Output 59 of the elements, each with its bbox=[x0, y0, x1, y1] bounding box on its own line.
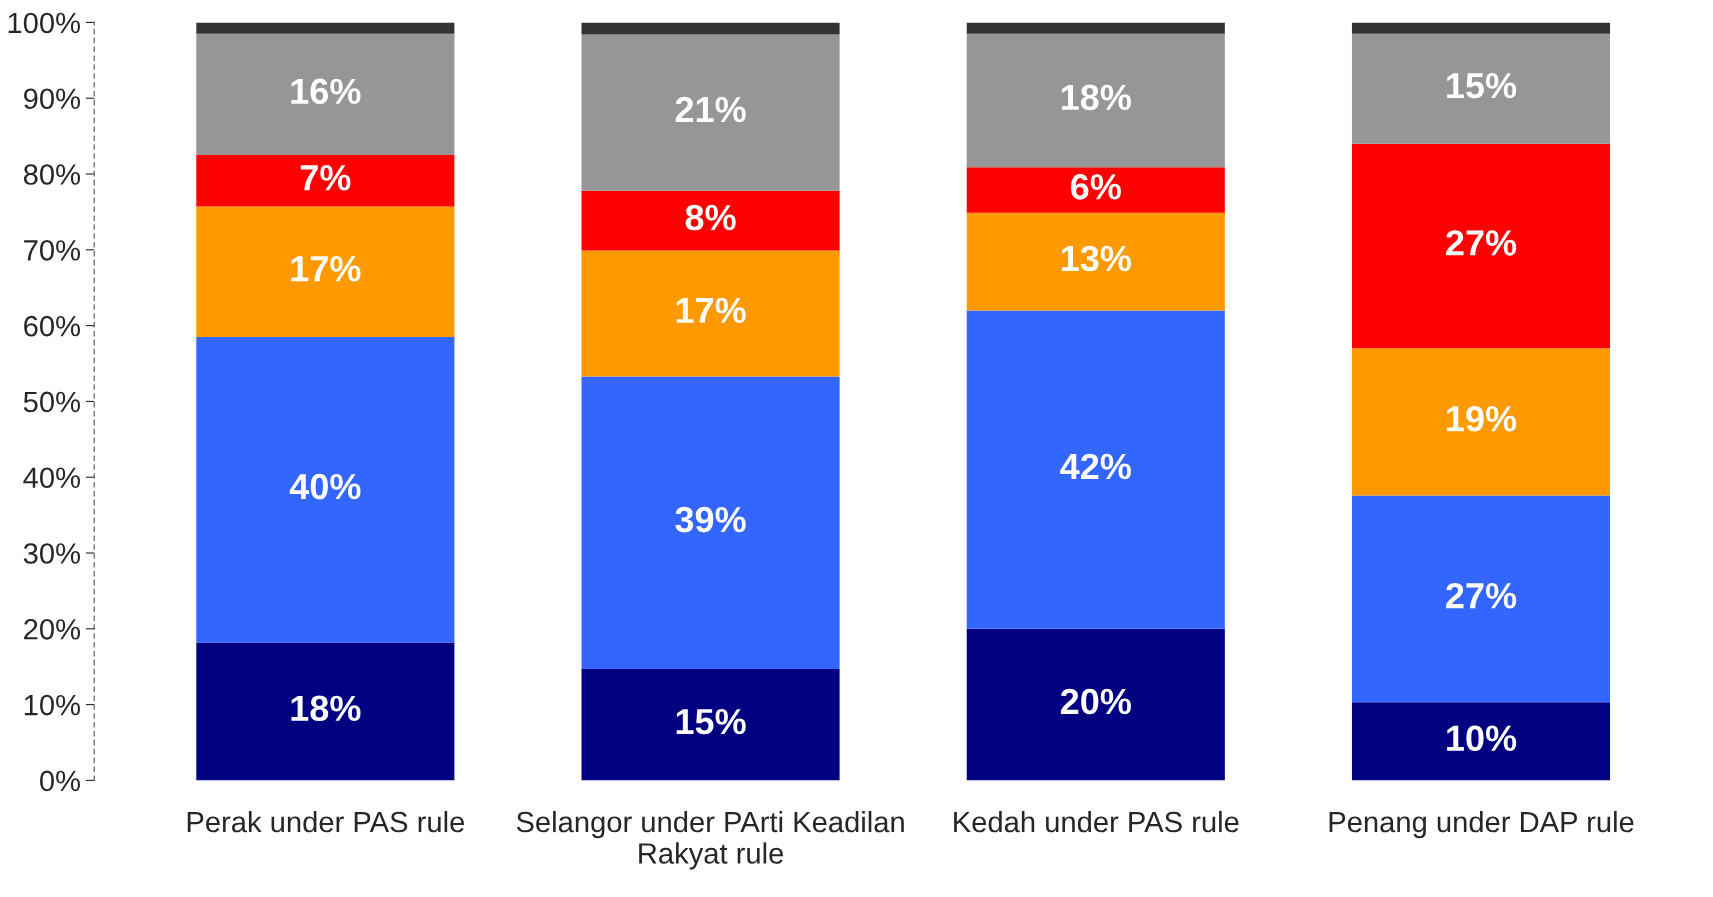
y-tick-label: 50% bbox=[23, 391, 80, 413]
data-label: 19% bbox=[1447, 405, 1517, 432]
data-label: 15% bbox=[1447, 72, 1517, 99]
y-tick-label: 60% bbox=[24, 315, 80, 337]
bar bbox=[581, 376, 840, 669]
data-label: 15% bbox=[676, 708, 746, 735]
bar bbox=[1351, 143, 1611, 349]
data-label: 27% bbox=[1446, 582, 1517, 609]
data-label: 13% bbox=[1061, 245, 1131, 272]
bar bbox=[966, 212, 1225, 311]
data-label: 10% bbox=[1447, 725, 1517, 752]
bar bbox=[581, 22, 840, 35]
bar bbox=[196, 155, 455, 207]
bar bbox=[966, 167, 1225, 213]
y-tick-label: 90% bbox=[24, 88, 80, 110]
data-label: 17% bbox=[291, 256, 361, 282]
data-label: 39% bbox=[675, 506, 746, 533]
bar bbox=[1351, 495, 1611, 703]
bar bbox=[196, 642, 455, 781]
data-label: 18% bbox=[1061, 84, 1131, 111]
y-tick-label: 20% bbox=[24, 619, 80, 640]
bar bbox=[966, 22, 1225, 34]
bar bbox=[196, 336, 455, 643]
bar bbox=[966, 628, 1225, 781]
data-label: 16% bbox=[291, 78, 361, 105]
data-label: 7% bbox=[300, 165, 351, 191]
bar bbox=[966, 33, 1225, 168]
y-tick-label: 0% bbox=[40, 770, 80, 792]
bar bbox=[196, 206, 455, 337]
y-tick-label: 30% bbox=[23, 543, 80, 564]
data-label: 27% bbox=[1446, 230, 1517, 256]
bar bbox=[581, 668, 840, 781]
data-label: 17% bbox=[676, 297, 746, 324]
y-tick-label: 100% bbox=[8, 12, 80, 34]
data-label: 21% bbox=[675, 96, 746, 123]
bar bbox=[1351, 702, 1611, 781]
y-tick-label: 80% bbox=[23, 164, 80, 185]
bar bbox=[1351, 22, 1611, 34]
x-tick-label: Perak under PAS rule bbox=[187, 810, 465, 833]
bar bbox=[196, 22, 455, 34]
x-tick-label: Selangor under PArti Keadilan Rakyat rule bbox=[516, 810, 904, 870]
bar bbox=[1351, 33, 1611, 144]
x-tick-label: Penang under DAP rule bbox=[1329, 810, 1634, 839]
data-label: 40% bbox=[289, 473, 361, 500]
data-label: 8% bbox=[685, 204, 736, 231]
bar bbox=[581, 250, 840, 377]
data-label: 42% bbox=[1060, 453, 1131, 480]
y-tick-label: 40% bbox=[23, 467, 80, 489]
data-label: 6% bbox=[1071, 174, 1121, 200]
x-tick-label: Kedah under PAS rule bbox=[954, 810, 1239, 833]
bar bbox=[196, 33, 455, 156]
y-tick-label: 70% bbox=[24, 240, 80, 261]
data-label: 20% bbox=[1060, 688, 1131, 715]
bar bbox=[1351, 348, 1611, 496]
data-label: 18% bbox=[291, 695, 361, 722]
bar bbox=[966, 310, 1225, 629]
y-tick-label: 10% bbox=[24, 694, 80, 716]
bar bbox=[581, 34, 840, 191]
bar bbox=[581, 190, 840, 251]
